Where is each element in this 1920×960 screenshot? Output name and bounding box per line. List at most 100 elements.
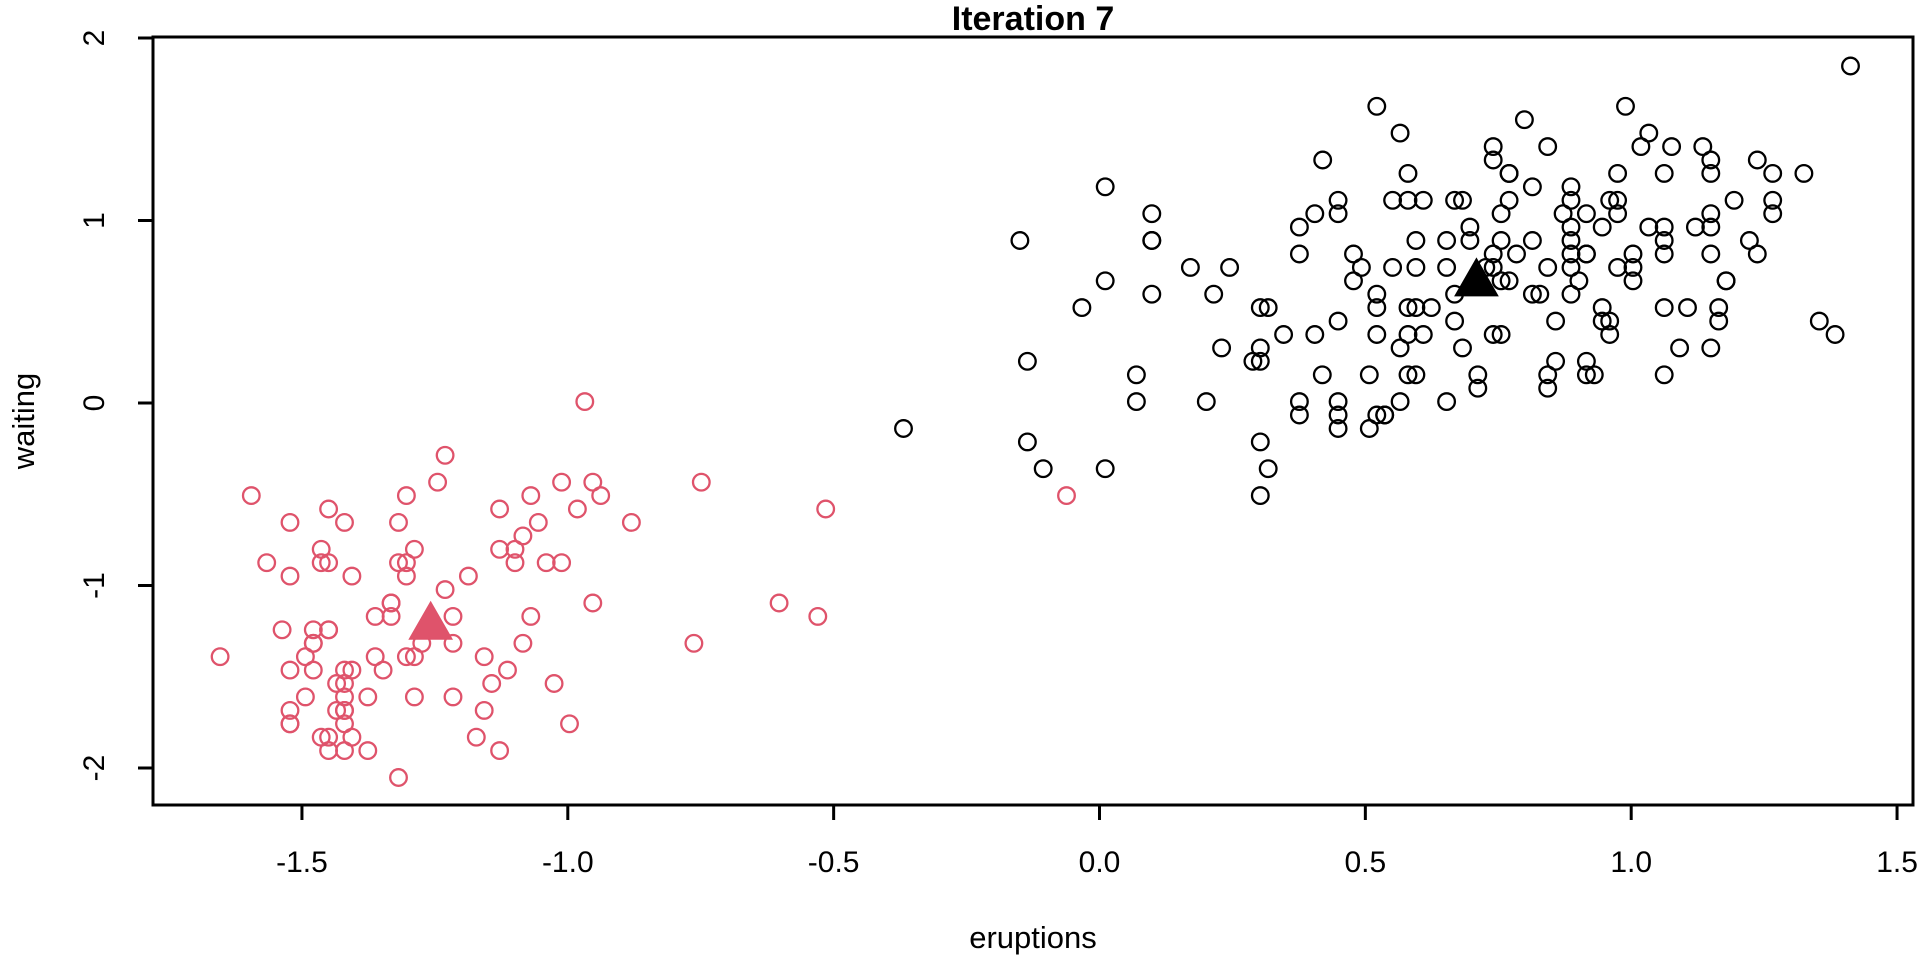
data-point bbox=[241, 486, 261, 506]
data-point bbox=[1212, 338, 1232, 358]
data-point bbox=[1375, 405, 1395, 425]
data-point bbox=[1367, 325, 1387, 344]
data-point bbox=[1724, 190, 1744, 210]
x-axis-title: eruptions bbox=[969, 920, 1097, 955]
data-point bbox=[1623, 244, 1643, 264]
data-point bbox=[474, 700, 494, 720]
data-point bbox=[1095, 177, 1115, 197]
data-point bbox=[1809, 311, 1829, 331]
data-point bbox=[490, 539, 510, 559]
data-point bbox=[1142, 231, 1162, 250]
data-point bbox=[1701, 163, 1721, 183]
data-point bbox=[1561, 177, 1581, 197]
data-point bbox=[319, 499, 339, 519]
data-point bbox=[769, 593, 789, 613]
data-point bbox=[1546, 311, 1566, 331]
data-point bbox=[210, 647, 230, 667]
data-point bbox=[528, 512, 548, 532]
data-point bbox=[1383, 190, 1403, 210]
data-point bbox=[1600, 311, 1620, 331]
data-points-layer bbox=[210, 56, 1860, 787]
data-point bbox=[1514, 110, 1534, 130]
plot-title: Iteration 7 bbox=[952, 0, 1114, 38]
data-point bbox=[513, 633, 533, 653]
data-point bbox=[1413, 325, 1433, 344]
data-point bbox=[1398, 325, 1418, 344]
data-point bbox=[1530, 284, 1550, 304]
data-point bbox=[575, 392, 595, 412]
data-point bbox=[684, 633, 704, 653]
y-tick-label: -1 bbox=[78, 572, 111, 599]
data-point bbox=[365, 606, 385, 626]
data-point bbox=[1460, 217, 1480, 237]
data-point bbox=[1654, 217, 1674, 237]
data-point bbox=[295, 687, 315, 707]
data-point bbox=[1685, 217, 1705, 237]
data-point bbox=[1367, 405, 1387, 425]
data-point bbox=[443, 633, 463, 653]
data-point bbox=[536, 553, 556, 573]
data-point bbox=[1398, 190, 1418, 210]
x-axis-ticks: -1.5 -1.0 -0.5 0.0 0.5 1.0 1.5 bbox=[276, 805, 1918, 879]
data-point bbox=[1180, 257, 1200, 277]
data-point bbox=[1483, 150, 1503, 170]
data-point bbox=[1654, 163, 1674, 183]
data-point bbox=[1406, 298, 1426, 318]
data-point bbox=[1220, 257, 1240, 277]
data-point bbox=[1507, 244, 1526, 264]
centroid-marker bbox=[408, 600, 454, 640]
data-point bbox=[1274, 325, 1294, 344]
data-point bbox=[1289, 405, 1309, 425]
data-point bbox=[552, 472, 572, 492]
data-point bbox=[1576, 204, 1596, 224]
data-point bbox=[1305, 204, 1325, 224]
data-point bbox=[808, 606, 828, 626]
data-point bbox=[1538, 137, 1558, 157]
data-point bbox=[311, 553, 331, 573]
x-tick-label: -0.5 bbox=[808, 846, 860, 879]
data-point bbox=[1499, 163, 1519, 183]
data-point bbox=[1639, 123, 1659, 143]
data-point bbox=[381, 593, 401, 613]
data-point bbox=[1390, 392, 1410, 412]
data-point bbox=[319, 620, 339, 640]
data-point bbox=[1763, 190, 1783, 210]
data-point bbox=[1576, 244, 1596, 264]
data-point bbox=[621, 512, 641, 532]
data-point bbox=[1538, 378, 1558, 398]
data-point bbox=[327, 674, 347, 693]
data-point bbox=[1561, 231, 1581, 250]
data-point bbox=[1483, 244, 1503, 264]
data-point bbox=[1701, 150, 1721, 170]
data-point bbox=[1491, 325, 1511, 344]
data-point bbox=[1328, 419, 1348, 438]
data-point bbox=[1095, 459, 1115, 479]
data-point bbox=[1383, 257, 1403, 277]
data-point bbox=[1095, 271, 1115, 291]
data-point bbox=[404, 539, 424, 559]
data-point bbox=[1499, 190, 1519, 210]
data-point bbox=[1289, 392, 1309, 412]
data-point bbox=[311, 727, 331, 747]
data-point bbox=[1499, 271, 1519, 291]
data-point bbox=[1359, 365, 1379, 385]
data-point bbox=[1608, 190, 1628, 210]
data-point bbox=[1437, 231, 1457, 250]
data-point bbox=[1693, 137, 1713, 157]
data-point bbox=[1367, 298, 1387, 318]
data-point bbox=[490, 499, 510, 519]
data-point bbox=[1072, 298, 1092, 318]
data-point bbox=[1739, 231, 1759, 250]
data-point bbox=[1437, 392, 1457, 412]
data-point bbox=[1390, 123, 1410, 143]
data-point bbox=[1841, 56, 1860, 76]
data-point bbox=[1445, 190, 1465, 210]
data-point bbox=[1678, 298, 1697, 318]
data-point bbox=[490, 741, 510, 761]
data-point bbox=[1716, 271, 1736, 291]
data-point bbox=[358, 687, 378, 707]
data-point bbox=[1701, 338, 1721, 358]
data-point bbox=[280, 714, 300, 734]
data-point bbox=[428, 472, 448, 492]
data-point bbox=[1701, 244, 1721, 264]
